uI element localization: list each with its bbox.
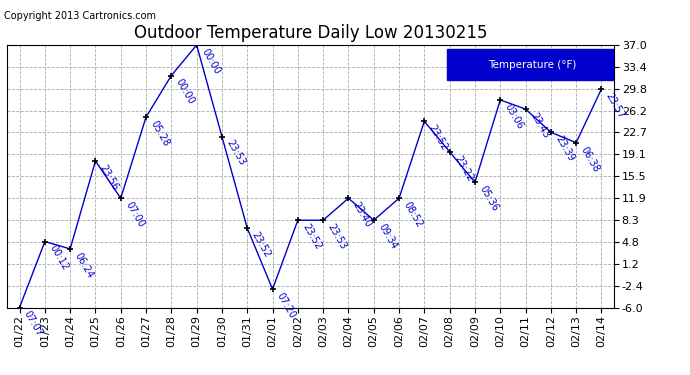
Text: 23:53: 23:53	[326, 222, 348, 251]
Text: 00:12: 00:12	[48, 243, 70, 273]
Title: Outdoor Temperature Daily Low 20130215: Outdoor Temperature Daily Low 20130215	[134, 24, 487, 42]
Text: 23:56: 23:56	[98, 163, 121, 192]
Text: 06:24: 06:24	[72, 251, 95, 280]
Text: 07:07: 07:07	[22, 309, 45, 339]
Text: Copyright 2013 Cartronics.com: Copyright 2013 Cartronics.com	[4, 11, 156, 21]
Text: 00:00: 00:00	[174, 77, 197, 106]
Text: 23:43: 23:43	[528, 111, 551, 140]
Text: 23:52: 23:52	[427, 123, 450, 153]
Text: 07:20: 07:20	[275, 291, 298, 320]
Text: 08:52: 08:52	[402, 200, 424, 229]
Text: 06:38: 06:38	[579, 144, 601, 174]
Text: 07:00: 07:00	[124, 200, 146, 229]
FancyBboxPatch shape	[447, 49, 617, 81]
Text: 03:06: 03:06	[503, 102, 525, 131]
Text: 05:36: 05:36	[477, 184, 500, 213]
Text: 23:52: 23:52	[250, 230, 273, 260]
Text: 23:53: 23:53	[224, 138, 247, 168]
Text: 23:40: 23:40	[351, 200, 373, 229]
Text: 23:52: 23:52	[300, 222, 323, 251]
Text: 23:57: 23:57	[604, 91, 627, 120]
Text: 23:22: 23:22	[452, 154, 475, 183]
Text: 09:34: 09:34	[376, 222, 399, 251]
Text: Temperature (°F): Temperature (°F)	[488, 60, 576, 70]
Text: 23:39: 23:39	[553, 134, 576, 163]
Text: 05:28: 05:28	[148, 119, 171, 148]
Text: 00:00: 00:00	[199, 47, 221, 76]
